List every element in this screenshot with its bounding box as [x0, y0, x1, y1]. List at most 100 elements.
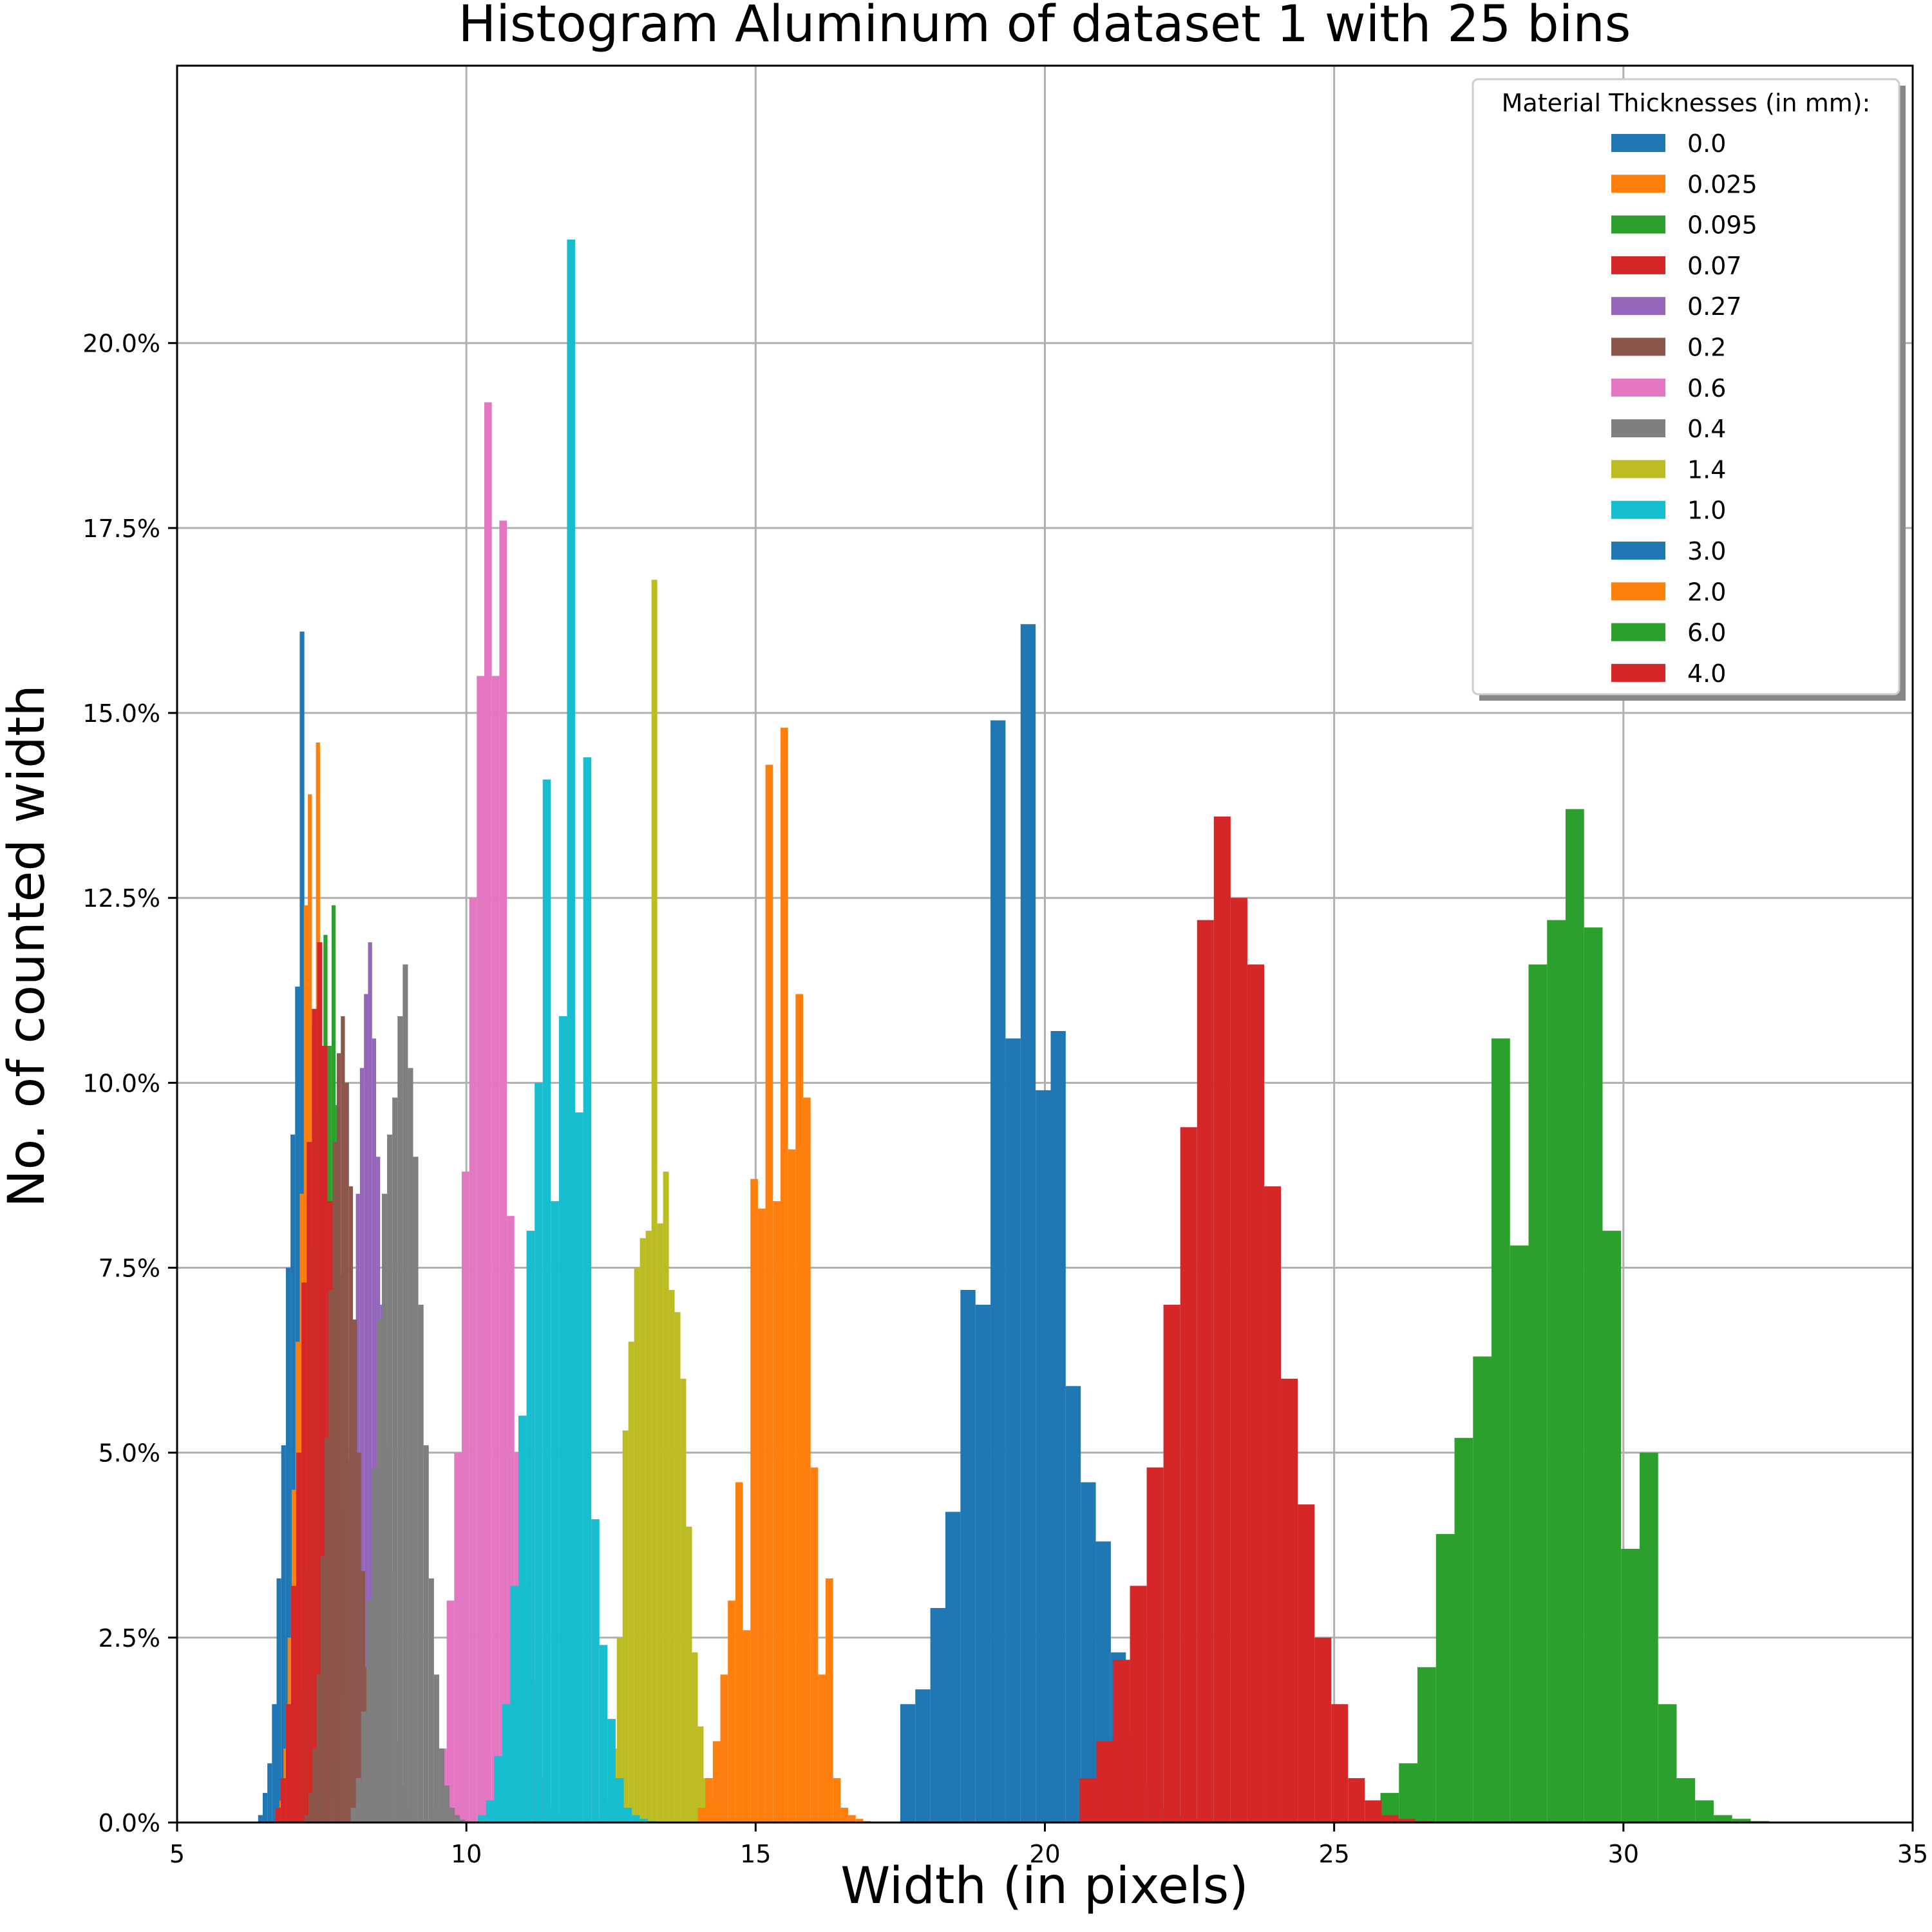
legend-swatch [1611, 297, 1665, 315]
histogram-bar [382, 1194, 387, 1823]
legend-label: 0.0 [1687, 129, 1726, 158]
histogram-bar [307, 1142, 312, 1823]
histogram-bar [803, 1097, 811, 1823]
histogram-bar [492, 676, 500, 1823]
histogram-bar [632, 1815, 640, 1823]
legend-box [1473, 79, 1899, 694]
histogram-bar [567, 240, 575, 1823]
histogram-bar [277, 1578, 281, 1823]
y-tick-label: 12.5% [82, 884, 160, 913]
histogram-bar [1492, 1038, 1510, 1823]
histogram-bar [357, 1453, 361, 1823]
histogram-bar [575, 1112, 583, 1823]
histogram-bar [353, 1320, 357, 1823]
histogram-bar [1298, 1504, 1314, 1823]
legend-label: 3.0 [1687, 537, 1726, 565]
histogram-bar [325, 1438, 328, 1823]
histogram-bar [316, 1674, 320, 1823]
histogram-bar [600, 1645, 608, 1823]
y-tick-label: 5.0% [98, 1439, 160, 1468]
legend-swatch [1611, 134, 1665, 152]
histogram-bar [607, 1719, 616, 1823]
x-tick-label: 35 [1897, 1840, 1928, 1868]
histogram-bar [1714, 1815, 1732, 1823]
histogram-bar [551, 1201, 559, 1823]
histogram-bar [1079, 1778, 1096, 1823]
x-tick-label: 30 [1608, 1840, 1639, 1868]
histogram-bar [658, 1224, 663, 1823]
histogram-bar [646, 1231, 652, 1823]
histogram-bar [634, 1268, 640, 1823]
histogram-bar [484, 402, 492, 1823]
histogram-bar [444, 1786, 450, 1823]
histogram-bar [788, 1150, 796, 1823]
histogram-bar [1331, 1704, 1348, 1823]
histogram-bar [291, 1586, 296, 1823]
histogram-bar [387, 1135, 392, 1823]
histogram-bar [341, 1016, 345, 1823]
histogram-bar [429, 1578, 434, 1823]
histogram-bar [356, 1778, 361, 1823]
histogram-bar [1081, 1482, 1095, 1823]
histogram-bar [623, 1430, 629, 1823]
legend-swatch [1611, 256, 1665, 274]
legend: Material Thicknesses (in mm):0.00.0250.0… [1473, 79, 1906, 701]
histogram-bar [345, 1083, 349, 1823]
histogram-bar [931, 1608, 945, 1823]
histogram-bar [698, 1808, 706, 1823]
legend-swatch [1611, 175, 1665, 193]
legend-swatch [1611, 216, 1665, 234]
histogram-bar [402, 965, 408, 1823]
histogram-bar [397, 1016, 402, 1823]
histogram-bar [328, 1290, 332, 1823]
histogram-bar [781, 728, 788, 1823]
histogram-bar [439, 1748, 444, 1823]
histogram-bar [833, 1778, 841, 1823]
histogram-bar [743, 1630, 751, 1823]
histogram-bar [721, 1674, 728, 1823]
histogram-bar [1050, 1031, 1065, 1823]
histogram-bar [1547, 920, 1566, 1823]
histogram-bar [681, 1379, 687, 1823]
histogram-bar [1113, 1660, 1130, 1823]
histogram-bar [705, 1778, 713, 1823]
histogram-bar [848, 1815, 856, 1823]
histogram-bar [1348, 1778, 1365, 1823]
legend-swatch [1611, 542, 1665, 560]
histogram-bar [377, 1320, 382, 1823]
legend-swatch [1611, 338, 1665, 356]
legend-label: 0.07 [1687, 252, 1742, 280]
histogram-bar [1695, 1801, 1714, 1823]
histogram-bar [583, 757, 592, 1823]
histogram-bar [640, 1238, 646, 1823]
histogram-bar [1399, 1763, 1417, 1823]
histogram-bar [361, 1712, 366, 1823]
x-axis-label: Width (in pixels) [840, 1857, 1248, 1915]
legend-label: 0.095 [1687, 211, 1757, 240]
y-tick-label: 7.5% [98, 1255, 160, 1283]
histogram-bar [1247, 965, 1264, 1823]
histogram-bar [349, 1186, 353, 1823]
histogram-bar [301, 1282, 307, 1823]
histogram-bar [1510, 1245, 1529, 1823]
histogram-bar [669, 1290, 675, 1823]
histogram-bar [499, 520, 507, 1823]
y-tick-label: 10.0% [82, 1069, 160, 1097]
histogram-bar [527, 1231, 535, 1823]
legend-label: 0.2 [1687, 334, 1726, 362]
histogram-bar [1281, 1379, 1298, 1823]
histogram-bar [272, 1704, 276, 1823]
legend-swatch [1611, 379, 1665, 397]
histogram-bar [413, 1157, 419, 1823]
histogram-bar [1214, 817, 1231, 1823]
histogram-bar [1658, 1704, 1677, 1823]
histogram-bar [408, 1068, 413, 1823]
histogram-bar [945, 1512, 960, 1823]
histogram-bar [728, 1600, 735, 1823]
legend-label: 0.6 [1687, 374, 1726, 402]
histogram-bar [281, 1778, 286, 1823]
legend-swatch [1611, 623, 1665, 641]
histogram-bar [1381, 1815, 1398, 1823]
legend-label: 6.0 [1687, 619, 1726, 647]
histogram-bar [1036, 1090, 1050, 1823]
